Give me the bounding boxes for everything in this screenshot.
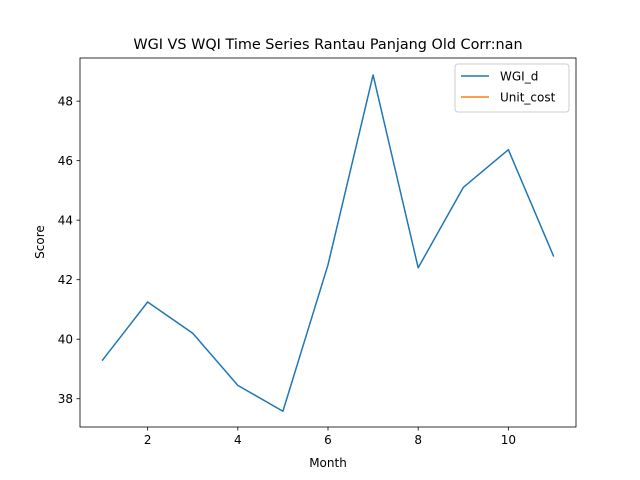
x-tick-label: 10 [501,433,516,447]
y-axis-ticks: 38 40 42 44 46 48 [58,94,80,406]
chart-title: WGI VS WQI Time Series Rantau Panjang Ol… [133,37,522,53]
plot-frame [79,57,577,428]
y-tick-label: 44 [58,213,73,227]
y-tick-label: 42 [58,273,73,287]
legend-label-wgi-d: WGI_d [500,70,538,84]
legend-label-unit-cost: Unit_cost [500,91,556,105]
plot-area [80,58,576,427]
y-tick-label: 38 [58,392,73,406]
x-tick-label: 2 [144,433,152,447]
y-tick-label: 48 [58,94,73,108]
y-tick-label: 40 [58,333,73,347]
x-tick-label: 8 [414,433,422,447]
y-tick-label: 46 [58,154,73,168]
x-tick-label: 6 [324,433,332,447]
legend: WGI_d Unit_cost [454,63,570,113]
x-axis-ticks: 2 4 6 8 10 [144,427,516,447]
y-axis-label: Score [33,225,47,259]
series-layer [101,74,555,412]
x-axis-label: Month [309,456,347,470]
series-line-wgi-d [101,74,555,412]
x-tick-label: 4 [234,433,242,447]
